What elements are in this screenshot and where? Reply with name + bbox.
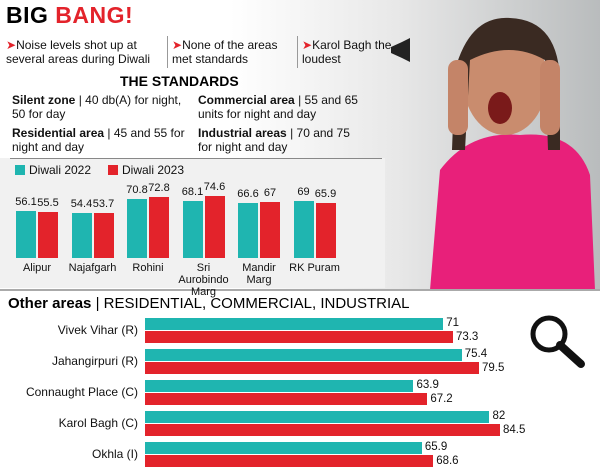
bar <box>204 196 225 258</box>
separator <box>297 36 298 68</box>
bar <box>145 362 479 374</box>
standards-title: THE STANDARDS <box>120 73 239 89</box>
value-label: 65.9 <box>314 188 337 201</box>
bar <box>16 211 36 258</box>
value-label: 66.6 <box>237 187 259 200</box>
divider <box>10 158 382 159</box>
divider <box>0 289 600 291</box>
standard-text: | 45 and 55 for night and day <box>12 126 185 154</box>
value-label: 67.2 <box>430 393 453 405</box>
x-tick-label: Mandir Marg <box>242 262 276 286</box>
standard-text: | 70 and 75 for night and day <box>198 126 350 154</box>
bar <box>145 380 414 392</box>
value-label: 71 <box>446 317 460 329</box>
value-label: 79.5 <box>481 362 505 374</box>
legend-swatch <box>15 165 25 175</box>
value-label: 53.7 <box>92 198 115 211</box>
bar <box>38 211 58 258</box>
y-tick-label: Vivek Vihar (R) <box>57 323 138 337</box>
x-tick-label: Rohini <box>132 262 164 274</box>
bar <box>145 318 444 330</box>
title-part: BIG <box>6 2 49 28</box>
value-label: 56.1 <box>15 196 37 209</box>
bar <box>182 201 203 258</box>
bar <box>260 202 280 258</box>
bar <box>145 424 500 436</box>
x-tick-label: Alipur <box>22 262 52 274</box>
bar <box>238 202 258 258</box>
separator <box>167 36 168 68</box>
value-label: 67 <box>263 187 277 200</box>
bullet: Noise levels shot up at several areas du… <box>6 38 151 66</box>
chart-title: Other areas <box>8 295 92 312</box>
value-label: 63.9 <box>416 379 439 391</box>
bar <box>93 213 114 258</box>
bar <box>71 212 92 258</box>
bar <box>145 331 453 343</box>
bar <box>127 199 147 258</box>
value-label: 82 <box>492 410 506 422</box>
bullet-icon: ➤ <box>302 38 313 52</box>
title-part: BANG! <box>55 2 134 28</box>
bar <box>145 349 462 361</box>
bar <box>149 197 169 258</box>
bar <box>145 393 428 405</box>
standard-label: Industrial areas <box>198 126 287 140</box>
y-tick-label: Karol Bagh (C) <box>58 416 138 430</box>
legend-label: Diwali 2022 <box>29 163 92 177</box>
legend-swatch <box>108 165 118 175</box>
x-tick-label: Najafgarh <box>68 262 117 274</box>
value-label: 65.9 <box>424 441 448 453</box>
x-tick-label: Sri Aurobindo Marg <box>178 262 229 298</box>
standard-label: Silent zone <box>12 93 76 107</box>
standard-label: Commercial area <box>198 93 295 107</box>
megaphone-icon <box>391 38 410 62</box>
bar <box>293 200 314 258</box>
bar <box>145 455 434 467</box>
value-label: 84.5 <box>503 424 526 436</box>
y-tick-label: Connaught Place (C) <box>25 385 138 399</box>
value-label: 74.6 <box>203 181 226 193</box>
bullet: None of the areas met standards <box>172 38 278 66</box>
y-tick-label: Jahangirpuri (R) <box>51 354 138 368</box>
value-label: 68.6 <box>436 455 459 467</box>
standard-label: Residential area <box>12 126 105 140</box>
x-tick-label: RK Puram <box>289 262 340 274</box>
standard-text: | 55 and 65 units for night and day <box>198 93 358 121</box>
chart-subtitle: | RESIDENTIAL, COMMERCIAL, INDUSTRIAL <box>95 295 410 312</box>
bar <box>145 411 490 423</box>
value-label: 70.8 <box>126 184 148 197</box>
value-label: 69 <box>297 185 310 198</box>
legend-label: Diwali 2023 <box>122 163 185 177</box>
bullet: Karol Bagh the loudest <box>302 38 392 66</box>
value-label: 54.4 <box>70 197 93 210</box>
bar <box>145 442 422 454</box>
bar <box>315 203 336 258</box>
bullet-icon: ➤ <box>172 38 183 52</box>
value-label: 72.8 <box>148 182 170 195</box>
value-label: 75.4 <box>464 348 488 360</box>
value-label: 68.1 <box>181 186 204 199</box>
bullet-icon: ➤ <box>6 38 17 52</box>
standard-text: | 40 db(A) for night, 50 for day <box>12 93 182 121</box>
value-label: 73.3 <box>455 331 479 343</box>
y-tick-label: Okhla (I) <box>91 447 138 461</box>
value-label: 55.5 <box>37 196 59 209</box>
magnifier-icon <box>530 315 585 368</box>
